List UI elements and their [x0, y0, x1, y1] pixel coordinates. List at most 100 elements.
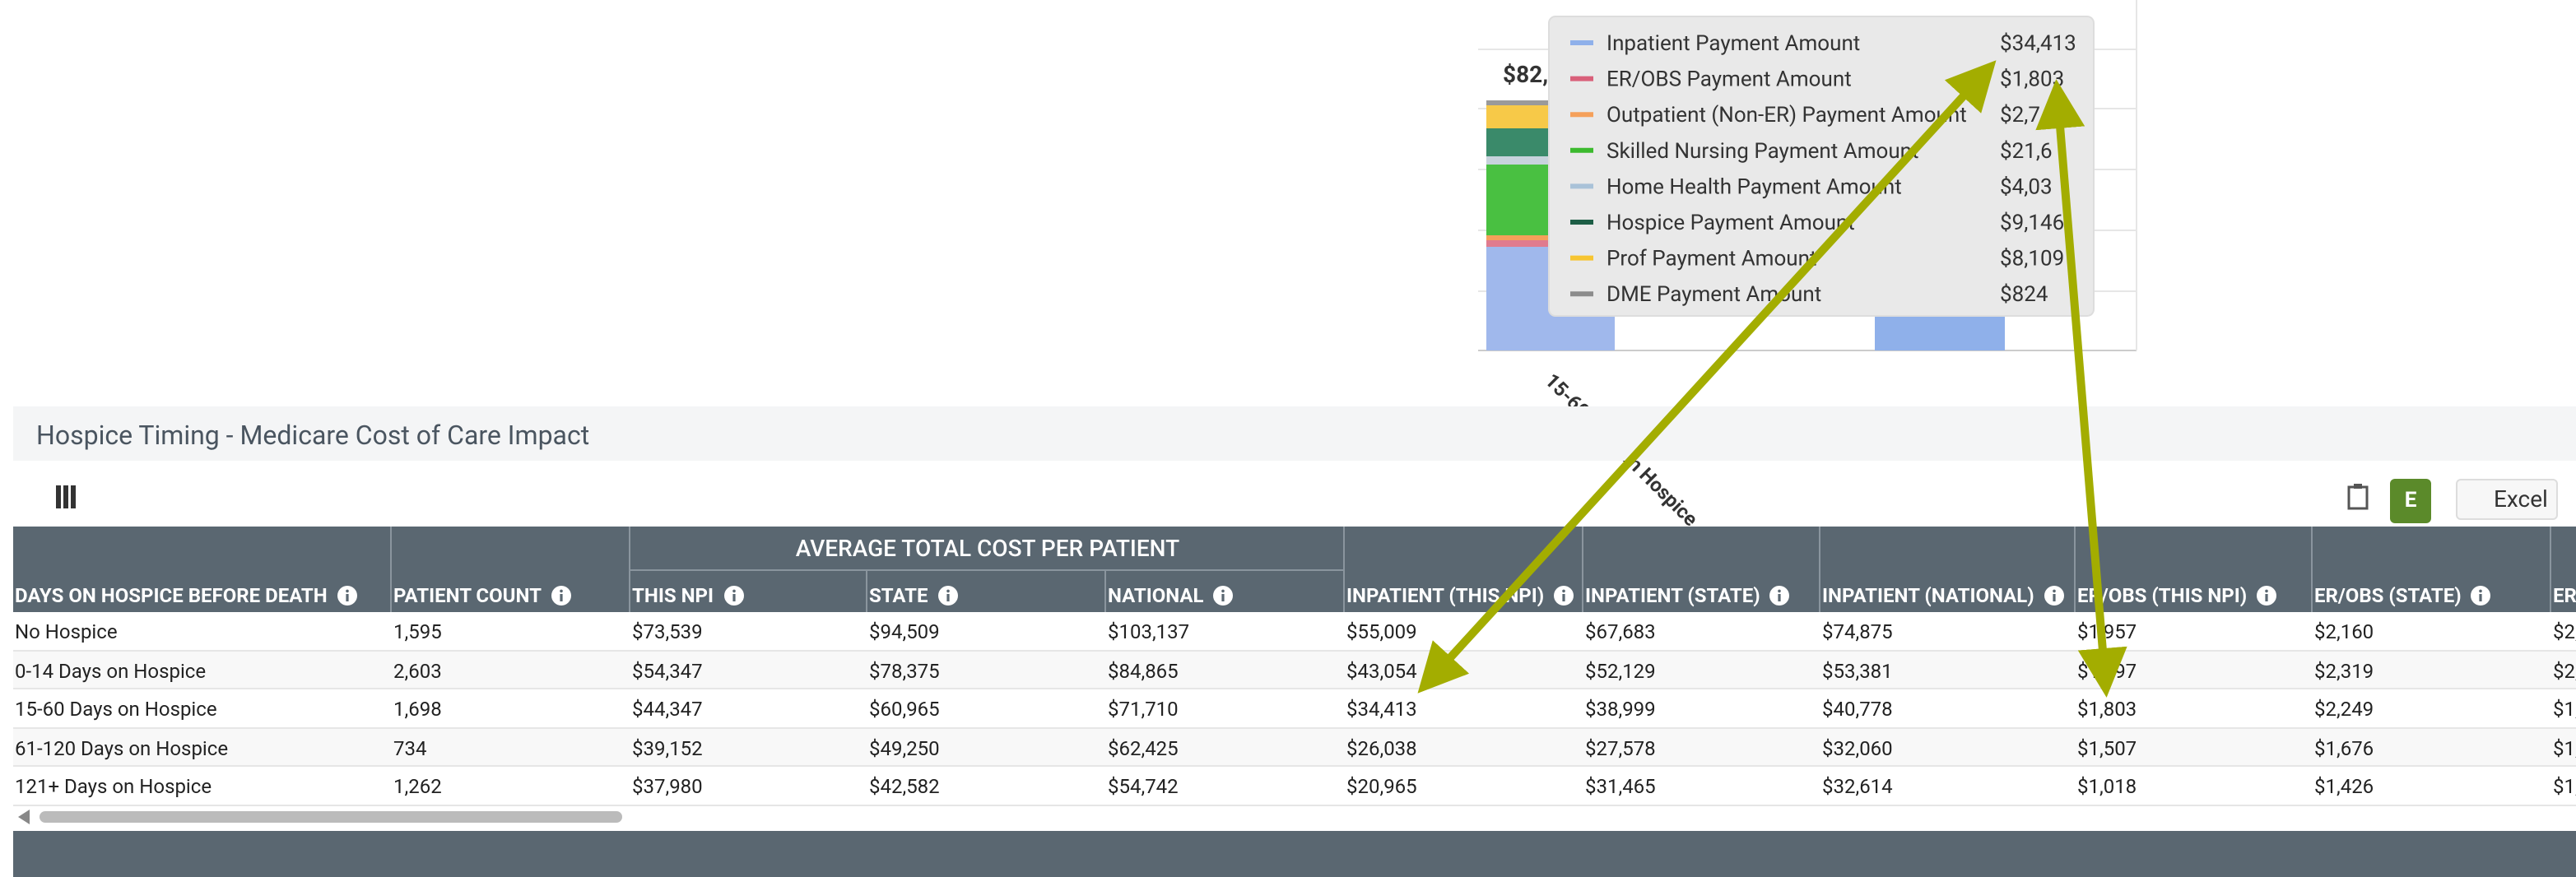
table-cell: $1,018 [2077, 776, 2137, 799]
table-cell: $73,539 [632, 620, 703, 643]
column-header: THIS NPI [632, 584, 743, 607]
tooltip-value: $9,146 [2000, 211, 2064, 235]
tooltip-label: Skilled Nursing Payment Amount [1607, 139, 1919, 164]
clipboard-icon[interactable] [2347, 484, 2369, 510]
tooltip-value: $1,803 [2000, 67, 2064, 92]
table-cell: $54,742 [1108, 776, 1179, 799]
info-icon[interactable] [2257, 586, 2276, 606]
table-cell: $55,009 [1346, 620, 1417, 643]
header-divider [1343, 527, 1345, 612]
table-cell: $1,676 [2314, 737, 2374, 760]
table-cell: $38,999 [1585, 698, 1656, 721]
table-cell: $39,152 [632, 737, 703, 760]
columns-icon[interactable] [56, 485, 76, 508]
column-header: NATIONAL [1108, 584, 1234, 607]
table-title: Hospice Timing - Medicare Cost of Care I… [36, 420, 589, 451]
table-cell: $20,965 [1346, 776, 1417, 799]
table-cell: $37,980 [632, 776, 703, 799]
header-divider [1819, 527, 1820, 612]
info-icon[interactable] [2471, 586, 2491, 606]
info-icon[interactable] [551, 586, 571, 606]
table-cell: 61-120 Days on Hospice [15, 737, 228, 760]
column-header: STATE [869, 584, 957, 607]
table-cell: $1, [2553, 698, 2576, 721]
table-cell: $34,413 [1346, 698, 1417, 721]
table-cell: $32,614 [1822, 776, 1893, 799]
info-icon[interactable] [1770, 586, 1790, 606]
column-header-text: THIS NPI [632, 584, 714, 607]
info-icon[interactable] [2044, 586, 2064, 606]
table-cell: $84,865 [1108, 659, 1179, 682]
table-cell: $1,997 [2077, 659, 2137, 682]
scroll-thumb[interactable] [40, 811, 622, 823]
table-cell: 734 [393, 737, 426, 760]
table-cell: 1,698 [393, 698, 442, 721]
column-header-text: PATIENT COUNT [393, 584, 542, 607]
table-cell: $53,381 [1822, 659, 1893, 682]
tooltip-label: Inpatient Payment Amount [1607, 31, 1860, 56]
table-cell: 15-60 Days on Hospice [15, 698, 217, 721]
bar-total-label: $82, [1503, 61, 1548, 88]
table-cell: $103,137 [1108, 620, 1189, 643]
info-icon[interactable] [1554, 586, 1574, 606]
column-header-text: ER/ [2553, 584, 2576, 607]
column-header-text: ER/OBS (THIS NPI) [2077, 584, 2247, 607]
badge-button[interactable]: E [2390, 479, 2431, 523]
table-cell: $60,965 [869, 698, 940, 721]
table-cell: No Hospice [15, 620, 118, 643]
table-cell: $71,710 [1108, 698, 1179, 721]
table-cell: 1,595 [393, 620, 442, 643]
table-cell: $2, [2553, 620, 2576, 643]
table-cell: $52,129 [1585, 659, 1656, 682]
table-cell: $1, [2553, 737, 2576, 760]
tooltip-label: DME Payment Amount [1607, 282, 1821, 307]
column-header: PATIENT COUNT [393, 584, 571, 607]
column-header: ER/OBS (THIS NPI) [2077, 584, 2276, 607]
table-cell: $31,465 [1585, 776, 1656, 799]
group-header: AVERAGE TOTAL COST PER PATIENT [630, 536, 1345, 563]
info-icon[interactable] [1214, 586, 1234, 606]
info-icon[interactable] [337, 586, 357, 606]
column-header-text: INPATIENT (STATE) [1585, 584, 1760, 607]
table-cell: $78,375 [869, 659, 940, 682]
table-cell: $1,507 [2077, 737, 2137, 760]
column-header: INPATIENT (THIS NPI) [1346, 584, 1574, 607]
column-header-text: STATE [869, 584, 928, 607]
table-cell: $40,778 [1822, 698, 1893, 721]
table-cell: $94,509 [869, 620, 940, 643]
table-cell: 0-14 Days on Hospice [15, 659, 206, 682]
tooltip-label: Home Health Payment Amount [1607, 174, 1902, 199]
header-divider [1582, 527, 1583, 612]
table-cell: $2,160 [2314, 620, 2374, 643]
tooltip-value: $34,413 [2000, 31, 2076, 56]
column-header: ER/OBS (STATE) [2314, 584, 2491, 607]
excel-button[interactable]: Excel [2456, 479, 2558, 520]
column-header-text: INPATIENT (THIS NPI) [1346, 584, 1544, 607]
table-cell: $26,038 [1346, 737, 1417, 760]
table: AVERAGE TOTAL COST PER PATIENT DAYS ON HO… [13, 527, 2576, 814]
header-rule [630, 569, 1345, 571]
scrollbar[interactable] [13, 806, 2576, 828]
info-icon[interactable] [937, 586, 957, 606]
table-cell: 1,262 [393, 776, 442, 799]
tooltip-label: ER/OBS Payment Amount [1607, 67, 1852, 92]
table-cell: $43,054 [1346, 659, 1417, 682]
column-header: DAYS ON HOSPICE BEFORE DEATH [15, 584, 357, 607]
info-icon[interactable] [723, 586, 743, 606]
table-cell: $42,582 [869, 776, 940, 799]
table-cell: $32,060 [1822, 737, 1893, 760]
header-divider [629, 527, 630, 612]
table-cell: $1,803 [2077, 698, 2137, 721]
table-cell: $1,426 [2314, 776, 2374, 799]
tooltip-value: $21,6 [2000, 139, 2053, 164]
column-header-text: DAYS ON HOSPICE BEFORE DEATH [15, 584, 328, 607]
column-header: INPATIENT (STATE) [1585, 584, 1790, 607]
tooltip-value: $824 [2000, 282, 2048, 307]
header-divider [866, 569, 867, 612]
header-divider [2074, 527, 2076, 612]
column-header-text: ER/OBS (STATE) [2314, 584, 2462, 607]
tooltip-value: $8,109 [2000, 247, 2064, 271]
header-divider [2550, 527, 2551, 612]
column-header: INPATIENT (NATIONAL) [1822, 584, 2064, 607]
